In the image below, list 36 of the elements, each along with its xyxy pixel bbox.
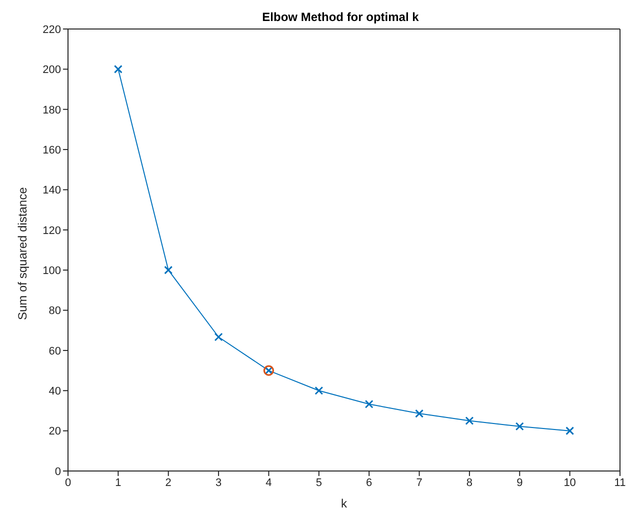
point <box>364 400 374 408</box>
y-tick-label: 100 <box>42 264 61 277</box>
point <box>415 409 424 418</box>
y-tick-label: 140 <box>42 184 61 197</box>
x-tick-label: 8 <box>466 476 473 489</box>
y-axis-title: Sum of squared distance <box>15 186 30 320</box>
x-tick-label: 6 <box>366 476 372 489</box>
x-tick-label: 9 <box>516 476 523 489</box>
y-tick-label: 200 <box>42 64 61 76</box>
chart-title: Elbow Method for optimal k <box>261 10 420 24</box>
x-tick-label: 7 <box>416 476 422 489</box>
y-tick-label: 180 <box>42 104 61 116</box>
x-tick-label: 0 <box>64 476 72 489</box>
y-tick-label: 80 <box>48 305 61 318</box>
x-tick-label: 3 <box>215 476 222 489</box>
x-tick-label: 5 <box>316 476 322 489</box>
x-tick-label: 10 <box>564 476 576 489</box>
x-tick-label: 4 <box>266 476 272 489</box>
point <box>566 426 574 436</box>
y-tick-label: 120 <box>42 224 61 237</box>
y-tick-label: 40 <box>48 386 61 398</box>
y-tick-label: 0 <box>54 466 61 478</box>
point <box>515 422 524 431</box>
y-tick-label: 160 <box>42 144 61 156</box>
x-tick-label: 1 <box>115 476 122 489</box>
y-tick-label: 220 <box>42 24 61 36</box>
point <box>314 386 324 395</box>
x-tick-label: 11 <box>614 476 626 489</box>
point <box>465 416 474 426</box>
point <box>214 332 223 342</box>
x-tick-label: 2 <box>165 476 172 489</box>
y-tick-label: 20 <box>48 426 61 438</box>
point <box>164 266 173 274</box>
point <box>114 64 122 74</box>
x-axis-title: k <box>341 496 348 511</box>
y-tick-label: 60 <box>48 345 61 358</box>
